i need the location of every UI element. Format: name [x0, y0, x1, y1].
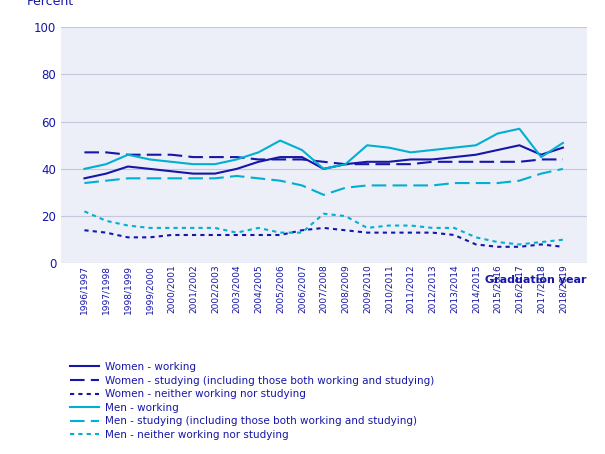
Legend: Women - working, Women - studying (including those both working and studying), W: Women - working, Women - studying (inclu…	[66, 358, 439, 444]
Text: Percent: Percent	[26, 0, 73, 8]
Text: Graduation year: Graduation year	[485, 275, 587, 285]
